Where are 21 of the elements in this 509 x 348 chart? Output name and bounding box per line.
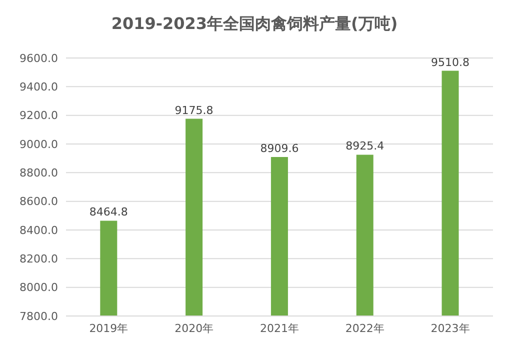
data-label: 9175.8 [174,104,214,117]
y-tick-label: 8000.0 [20,281,58,294]
y-tick-label: 9600.0 [20,52,58,65]
data-label: 8909.6 [260,142,299,155]
x-tick-label: 2019年 [89,322,128,335]
y-tick-label: 8800.0 [20,166,58,180]
y-tick-label: 8400.0 [20,224,58,237]
y-tick-label: 8600.0 [20,195,58,208]
x-tick-label: 2022年 [345,322,384,335]
y-tick-label: 9000.0 [20,138,58,151]
data-label: 8925.4 [346,140,384,153]
y-tick-label: 9200.0 [20,109,58,122]
data-label: 9510.8 [431,56,470,69]
x-tick-label: 2023年 [430,322,470,335]
data-label: 8464.8 [89,206,128,219]
x-tick-label: 2021年 [260,322,299,335]
chart-title: 2019-2023年全国肉禽饲料产量(万吨) [110,13,399,35]
y-tick-label: 7800.0 [20,310,58,323]
y-tick-label: 8200.0 [20,252,58,266]
y-tick-label: 9400.0 [20,80,58,94]
x-tick-label: 2020年 [174,322,214,335]
